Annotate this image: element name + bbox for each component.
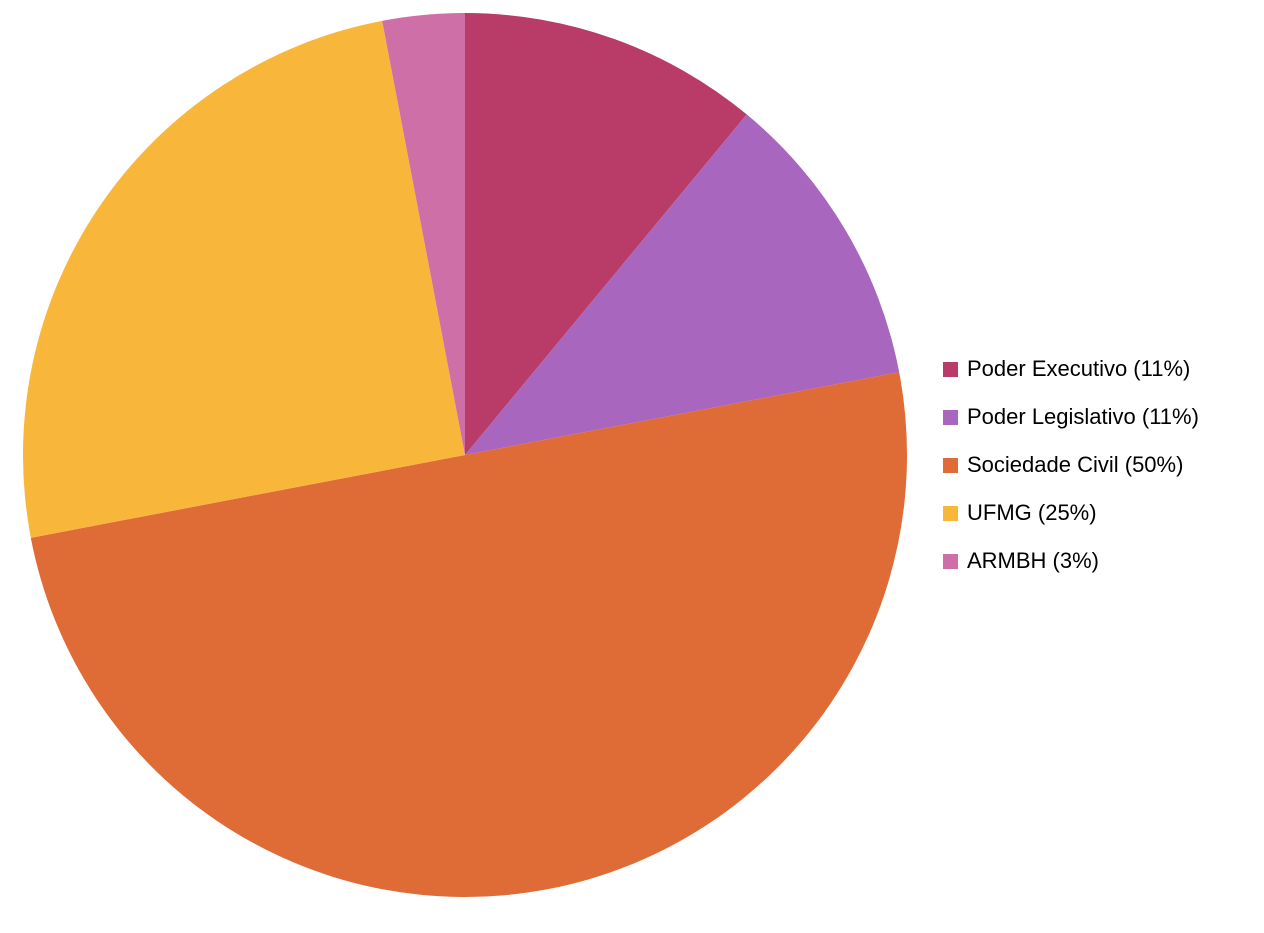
legend-swatch (943, 458, 958, 473)
legend-swatch (943, 410, 958, 425)
pie-slice (465, 13, 747, 455)
pie-slice (22, 20, 465, 538)
pie-slice (30, 372, 907, 898)
legend-swatch (943, 554, 958, 569)
legend-label: Sociedade Civil (50%) (967, 452, 1183, 477)
legend-label: Poder Executivo (11%) (967, 356, 1190, 381)
legend-swatch (943, 506, 958, 521)
legend-label: ARMBH (3%) (967, 548, 1099, 573)
pie-slice (382, 13, 465, 455)
legend-label: UFMG (25%) (967, 500, 1097, 525)
legend-swatch (943, 362, 958, 377)
pie-slice (465, 114, 900, 456)
legend-label: Poder Legislativo (11%) (967, 404, 1199, 429)
